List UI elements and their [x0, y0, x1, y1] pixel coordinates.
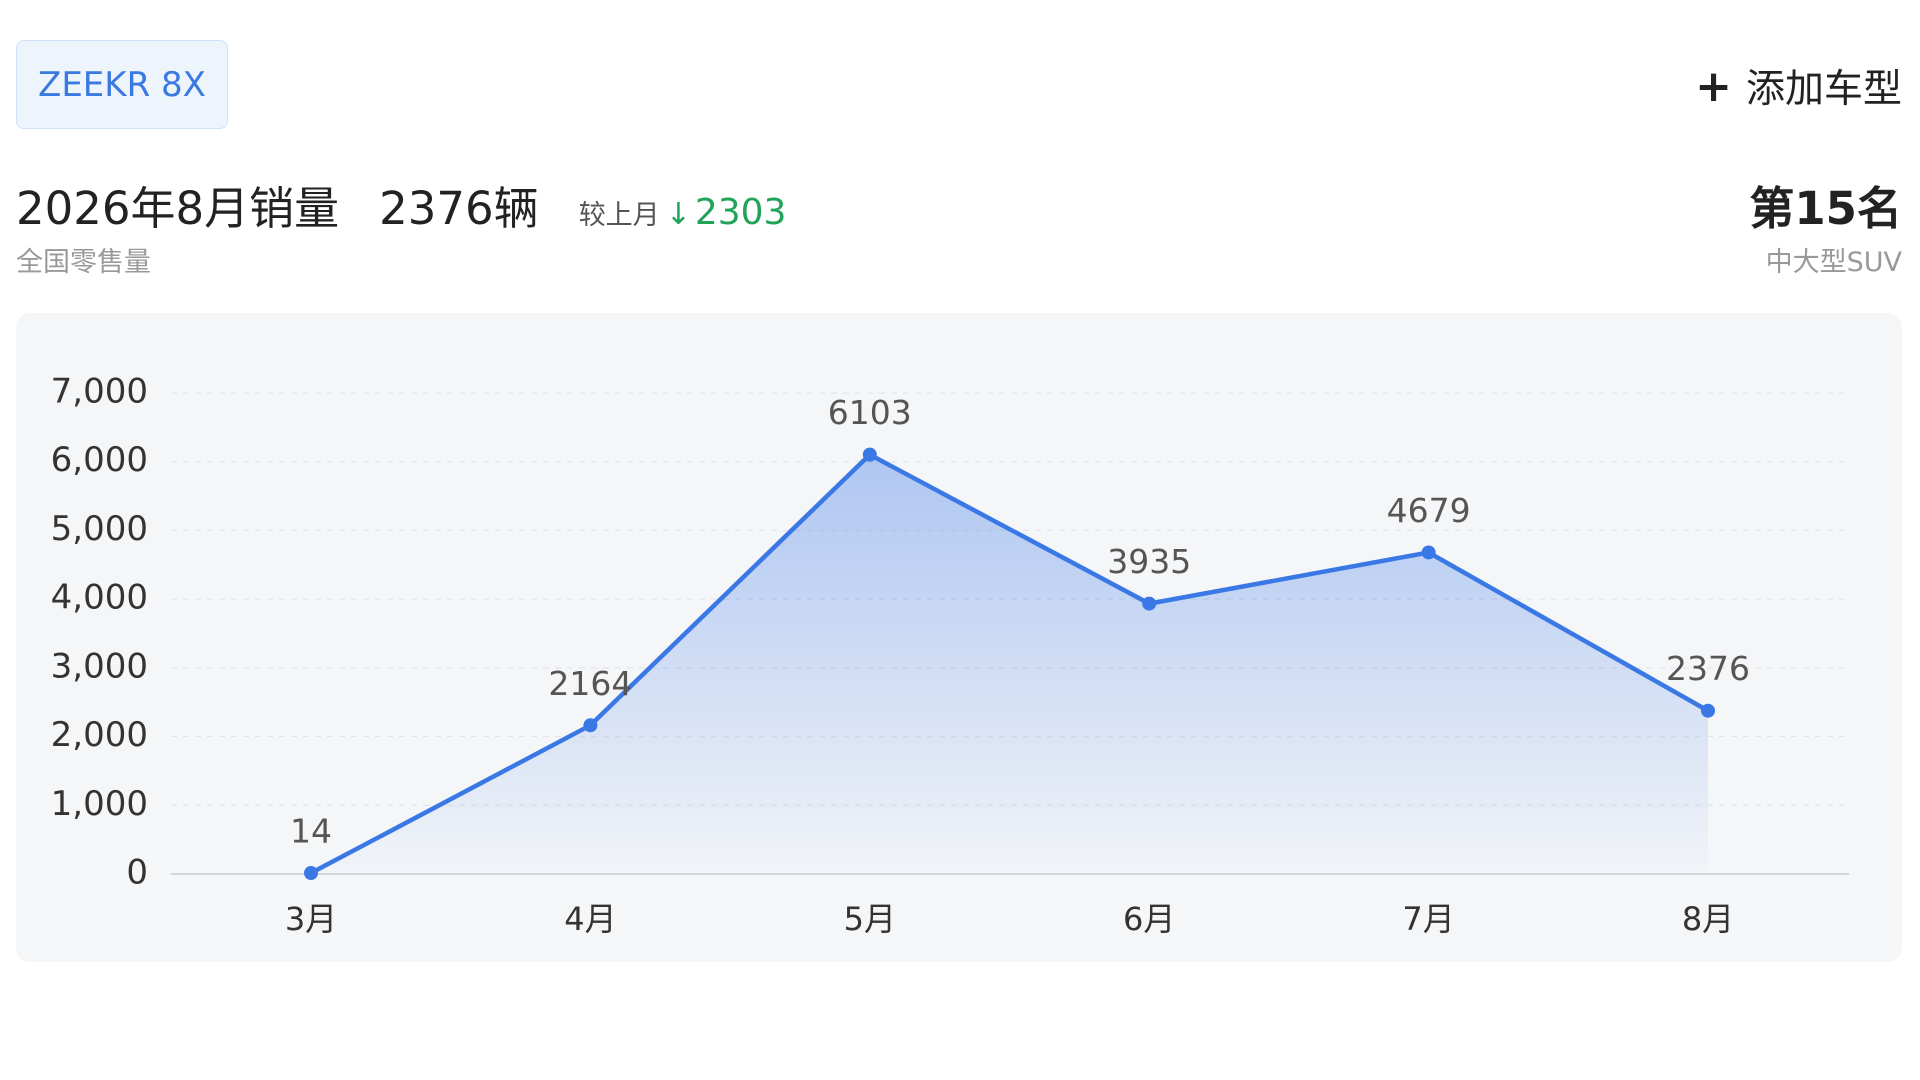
x-tick-label: 6月 [1123, 900, 1175, 938]
y-tick-label: 3,000 [51, 646, 148, 686]
y-tick-label: 0 [126, 853, 148, 893]
y-tick-label: 5,000 [51, 509, 148, 549]
y-tick-label: 6,000 [51, 440, 148, 480]
compare-label: 较上月 [578, 200, 660, 231]
line [309, 452, 1710, 876]
point [1701, 703, 1715, 718]
rank: 第15名 [1749, 182, 1902, 235]
point [1142, 596, 1157, 611]
model-tab[interactable]: ZEEKR 8X [16, 40, 228, 129]
x-tick-label: 4月 [564, 900, 616, 938]
subtitle: 全国零售量 [16, 247, 151, 278]
x-tick-label: 7月 [1402, 900, 1454, 938]
data-label: 2164 [548, 664, 632, 703]
title: 2026年8月销量 [16, 182, 340, 235]
add-model-button[interactable]: + 添加车型 [1695, 58, 1902, 114]
title-row: 2026年8月销量 2376辆 较上月 ↓ 2303 [16, 172, 786, 237]
y-tick-label: 1,000 [51, 784, 148, 824]
x-tick-label: 3月 [285, 900, 337, 938]
down-arrow: ↓ [665, 197, 691, 232]
data-label: 2376 [1666, 649, 1750, 688]
plus-icon: + [1695, 60, 1732, 112]
y-tick-label: 2,000 [51, 715, 148, 755]
point [1421, 545, 1436, 560]
x-tick-label: 8月 [1682, 900, 1734, 938]
data-label: 4679 [1387, 491, 1471, 530]
data-label: 3935 [1107, 542, 1191, 581]
y-tick-label: 7,000 [51, 372, 148, 412]
add-model-label: 添加车型 [1745, 67, 1902, 112]
y-tick-label: 4,000 [51, 578, 148, 618]
x-tick-label: 5月 [844, 900, 896, 938]
point [862, 447, 877, 462]
data-label: 6103 [828, 393, 912, 432]
category: 中大型SUV [1765, 247, 1902, 278]
point [304, 866, 318, 881]
compare-value: 2303 [694, 192, 787, 233]
total: 2376辆 [379, 182, 539, 235]
point [583, 718, 598, 733]
area [311, 454, 1708, 874]
data-label: 14 [290, 812, 332, 851]
